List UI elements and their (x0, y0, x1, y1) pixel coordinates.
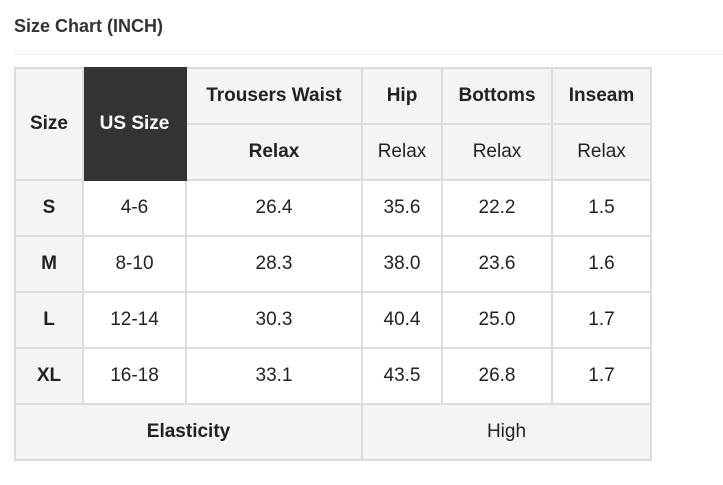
value-cell: 38.0 (361, 235, 443, 293)
value-cell: 30.3 (185, 291, 363, 349)
header-waist: Trousers Waist (185, 67, 363, 125)
value-cell: 1.5 (551, 179, 652, 237)
value-cell: 1.7 (551, 291, 652, 349)
value-cell: 12-14 (82, 291, 187, 349)
value-cell: 43.5 (361, 347, 443, 405)
value-cell: 33.1 (185, 347, 363, 405)
value-cell: 26.8 (441, 347, 553, 405)
header-bottoms: Bottoms (441, 67, 553, 125)
value-cell: 40.4 (361, 291, 443, 349)
value-cell: 26.4 (185, 179, 363, 237)
size-cell: L (14, 291, 84, 349)
value-cell: 22.2 (441, 179, 553, 237)
subheader-relax: Relax (185, 123, 363, 181)
size-cell: XL (14, 347, 84, 405)
value-cell: 1.7 (551, 347, 652, 405)
table-row: S 4-6 26.4 35.6 22.2 1.5 (14, 179, 652, 237)
header-size: Size (14, 67, 84, 181)
value-cell: 35.6 (361, 179, 443, 237)
value-cell: 28.3 (185, 235, 363, 293)
footer-value: High (361, 403, 652, 461)
table-row: M 8-10 28.3 38.0 23.6 1.6 (14, 235, 652, 293)
subheader-relax: Relax (441, 123, 553, 181)
value-cell: 25.0 (441, 291, 553, 349)
subheader-relax: Relax (551, 123, 652, 181)
value-cell: 16-18 (82, 347, 187, 405)
value-cell: 4-6 (82, 179, 187, 237)
value-cell: 1.6 (551, 235, 652, 293)
subheader-relax: Relax (361, 123, 443, 181)
size-chart-table: Size US Size Trousers Waist Hip Bottoms … (14, 67, 652, 461)
table-row: XL 16-18 33.1 43.5 26.8 1.7 (14, 347, 652, 405)
divider (14, 54, 723, 55)
table-row: L 12-14 30.3 40.4 25.0 1.7 (14, 291, 652, 349)
value-cell: 23.6 (441, 235, 553, 293)
header-us-size: US Size (82, 67, 187, 181)
page-title: Size Chart (INCH) (14, 16, 164, 36)
footer-label: Elasticity (14, 403, 363, 461)
value-cell: 8-10 (82, 235, 187, 293)
header-hip: Hip (361, 67, 443, 125)
size-cell: M (14, 235, 84, 293)
header-inseam: Inseam (551, 67, 652, 125)
size-cell: S (14, 179, 84, 237)
